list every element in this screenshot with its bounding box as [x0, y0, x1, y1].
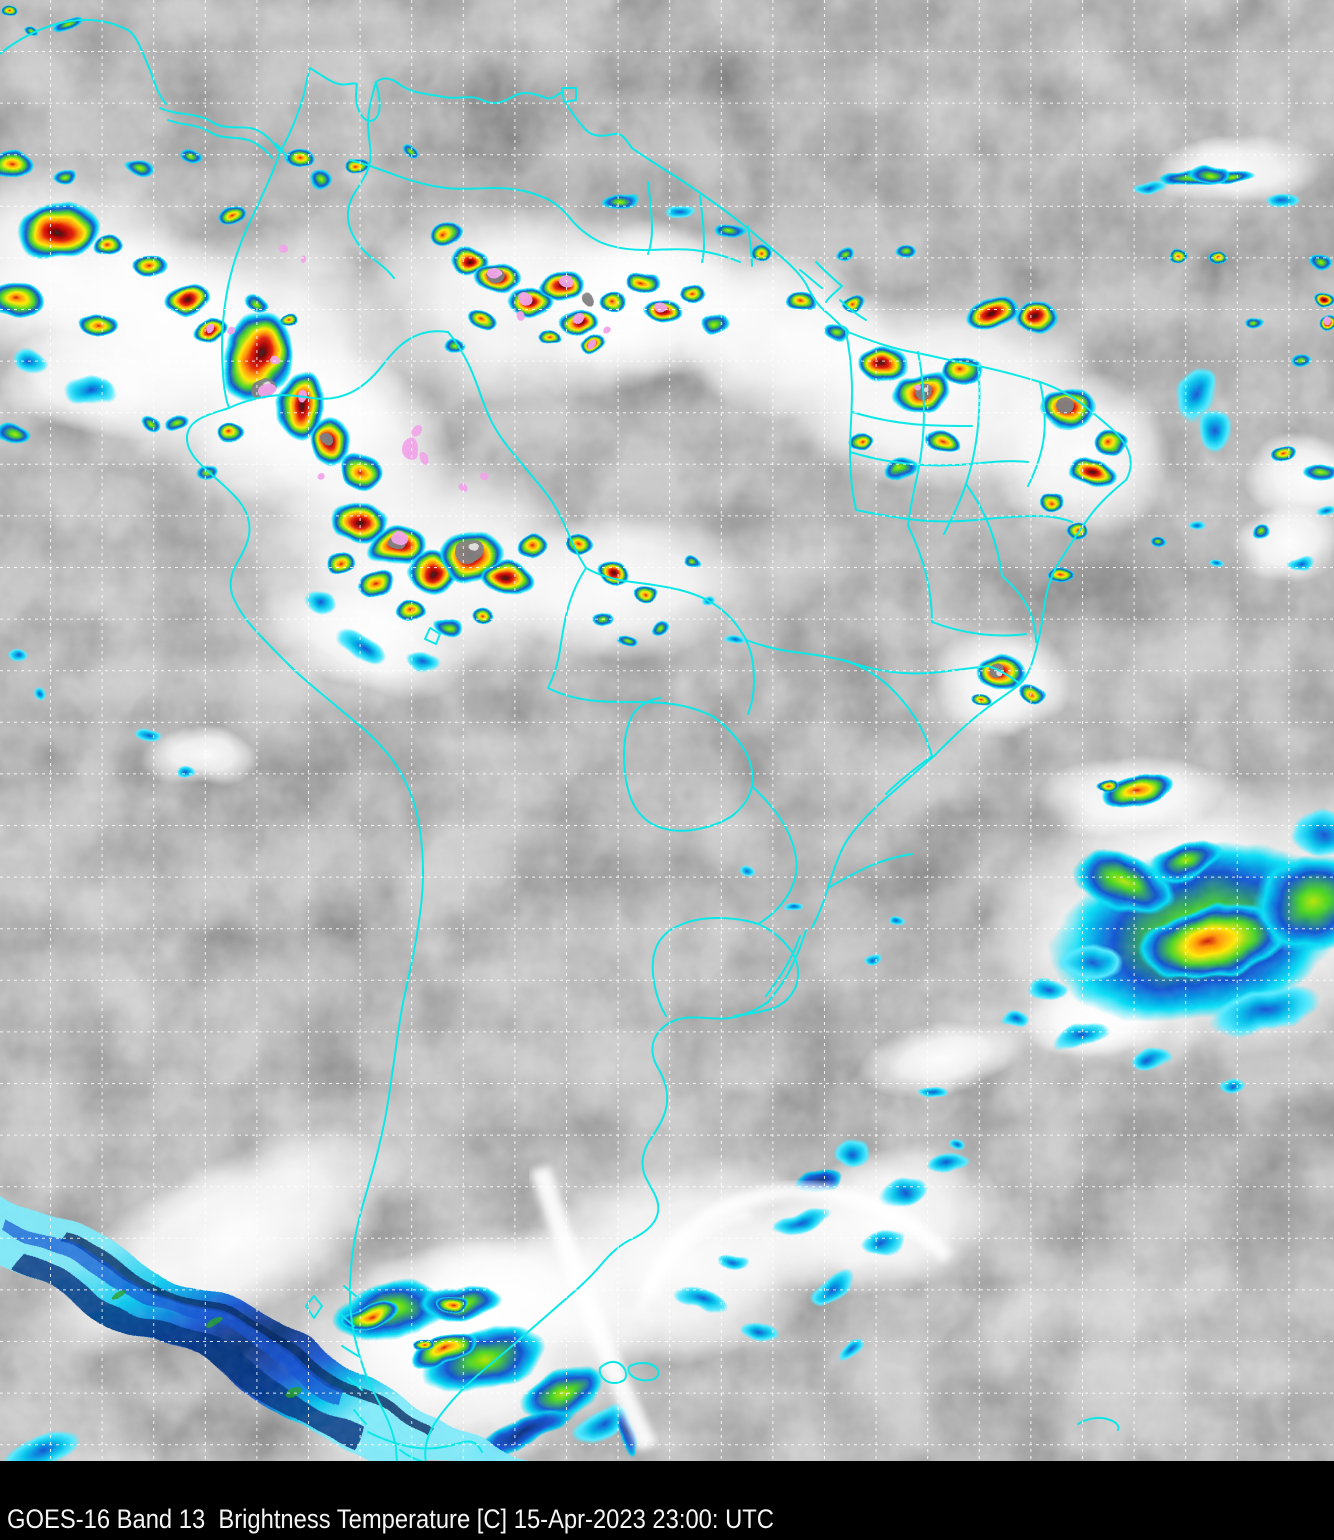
satellite-map — [0, 0, 1334, 1461]
caption-bar: GOES-16 Band 13 Brightness Temperature [… — [0, 1461, 1334, 1540]
satellite-image — [0, 0, 1334, 1461]
caption-text: GOES-16 Band 13 Brightness Temperature [… — [7, 1504, 774, 1534]
